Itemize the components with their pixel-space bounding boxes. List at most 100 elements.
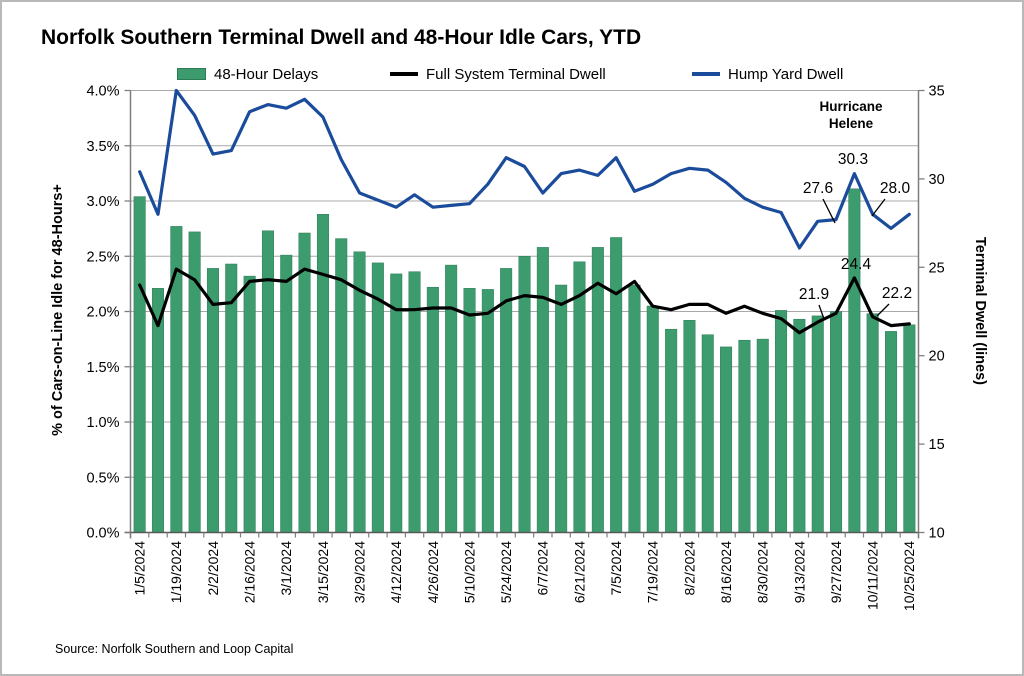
x-axis-tick-label: 1/19/2024 — [168, 541, 184, 603]
x-axis-tick-label: 2/2/2024 — [205, 541, 221, 596]
bar — [720, 346, 733, 533]
annotation-dwell-pre: 21.9 — [798, 286, 830, 303]
x-axis-tick-label: 10/25/2024 — [901, 541, 917, 611]
left-axis-tick-label: 1.0% — [86, 415, 119, 431]
bar — [500, 268, 513, 533]
annotation-dwell-post: 22.2 — [881, 285, 913, 302]
bar — [701, 334, 714, 533]
x-axis-tick-label: 7/19/2024 — [645, 541, 661, 603]
x-axis-tick-label: 5/10/2024 — [461, 541, 477, 603]
bar — [463, 288, 476, 533]
hurricane-line2: Helene — [828, 116, 874, 131]
legend-item-terminal-dwell: Full System Terminal Dwell — [390, 62, 606, 86]
bar — [665, 328, 678, 533]
terminal-dwell-line — [138, 267, 911, 335]
bar — [536, 247, 549, 533]
bar — [738, 339, 751, 533]
x-axis-tick-label: 10/11/2024 — [865, 541, 881, 610]
left-axis-tick-label: 1.5% — [86, 360, 119, 376]
x-axis-tick-label: 3/15/2024 — [315, 541, 331, 603]
legend-label: Hump Yard Dwell — [728, 65, 844, 83]
annotation-leader-line — [822, 198, 836, 224]
left-axis-tick-label: 3.0% — [86, 194, 119, 210]
left-axis-tick-label: 2.0% — [86, 305, 119, 321]
x-axis-tick-label: 2/16/2024 — [242, 541, 258, 603]
right-axis-tick-label: 25 — [929, 260, 945, 276]
x-axis-tick-label: 8/30/2024 — [755, 541, 771, 603]
bar — [683, 320, 696, 533]
bar — [811, 315, 824, 533]
x-axis-tick-label: 3/1/2024 — [278, 541, 294, 596]
x-axis-tick-label: 6/21/2024 — [571, 541, 587, 603]
annotation-hump-peak: 30.3 — [837, 151, 869, 168]
annotation-hump-post: 28.0 — [879, 180, 911, 197]
x-axis-tick-label: 9/27/2024 — [828, 541, 844, 603]
bar — [628, 284, 641, 533]
bar — [316, 214, 329, 533]
x-axis-tick-label: 7/5/2024 — [608, 541, 624, 596]
right-axis-tick-label: 10 — [929, 526, 945, 542]
bar — [756, 338, 769, 533]
x-axis-tick-label: 3/29/2024 — [352, 541, 368, 603]
x-axis-tick-label: 5/24/2024 — [498, 541, 514, 603]
bar — [775, 310, 788, 533]
x-axis-tick-label: 6/7/2024 — [535, 541, 551, 596]
right-axis-tick-label: 35 — [929, 84, 945, 100]
bar — [646, 305, 659, 533]
bar — [903, 324, 916, 533]
hurricane-line1: Hurricane — [819, 99, 883, 114]
bar — [555, 284, 568, 533]
bar — [573, 261, 586, 533]
x-axis-tick-label: 9/13/2024 — [791, 541, 807, 603]
legend-label: 48-Hour Delays — [214, 65, 319, 83]
right-axis-tick-label: 15 — [929, 437, 945, 453]
hump-yard-dwell-line — [138, 88, 911, 250]
bar — [848, 188, 861, 533]
bar — [610, 237, 623, 533]
bar — [280, 254, 293, 533]
x-axis-tick-label: 8/16/2024 — [718, 541, 734, 603]
left-axis-title: % of Cars-on-Line Idle for 48-Hours+ — [50, 184, 66, 436]
bar — [591, 247, 604, 533]
right-axis-tick-label: 20 — [929, 349, 945, 365]
left-axis-tick-label: 4.0% — [86, 84, 119, 100]
left-axis-tick-label: 0.5% — [86, 470, 119, 486]
bar — [133, 196, 146, 533]
bar — [390, 273, 403, 533]
x-axis-tick-label: 1/5/2024 — [132, 541, 148, 596]
bar — [298, 232, 311, 533]
bar — [793, 318, 806, 533]
bar — [261, 230, 274, 533]
annotation-leader-line — [876, 303, 890, 317]
source-note: Source: Norfolk Southern and Loop Capita… — [55, 642, 294, 656]
bar — [206, 268, 219, 533]
right-axis-title: Terminal Dwell (lines) — [972, 237, 988, 385]
annotation-dwell-peak: 24.4 — [840, 256, 872, 273]
legend-item-48-hour-delays: 48-Hour Delays — [177, 62, 318, 86]
chart-title: Norfolk Southern Terminal Dwell and 48-H… — [41, 26, 642, 49]
right-axis-tick-label: 30 — [929, 172, 945, 188]
bar — [426, 286, 439, 533]
annotation-hump-pre: 27.6 — [802, 180, 834, 197]
bar — [866, 313, 879, 533]
bar — [885, 331, 898, 533]
x-axis-tick-label: 4/12/2024 — [388, 541, 404, 603]
x-axis-tick-label: 4/26/2024 — [425, 541, 441, 603]
annotation-leader-line — [818, 304, 825, 320]
blue-line-swatch-icon — [692, 72, 720, 76]
bar — [243, 275, 256, 533]
bar-swatch-icon — [177, 68, 206, 80]
bar — [445, 264, 458, 533]
legend-item-hump-yard-dwell: Hump Yard Dwell — [692, 62, 843, 86]
bar — [481, 289, 494, 533]
x-axis-tick-label: 8/2/2024 — [681, 541, 697, 596]
hurricane-helene-annotation: Hurricane Helene — [819, 98, 882, 132]
left-axis-tick-label: 3.5% — [86, 139, 119, 155]
legend-label: Full System Terminal Dwell — [426, 65, 606, 83]
black-line-swatch-icon — [390, 72, 418, 76]
annotation-leader-line — [871, 198, 886, 217]
left-axis-tick-label: 2.5% — [86, 249, 119, 265]
bar — [371, 262, 384, 533]
